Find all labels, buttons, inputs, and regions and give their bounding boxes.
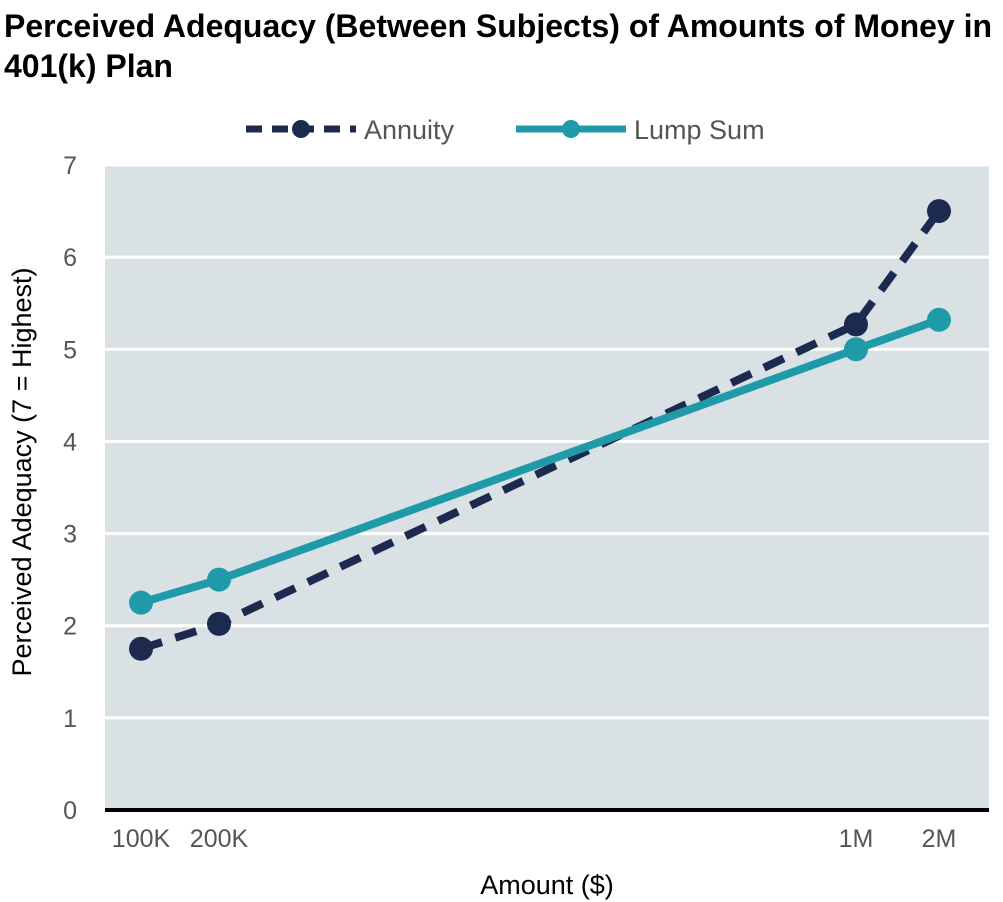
y-tick-label: 7 (63, 152, 77, 180)
y-tick-label: 2 (63, 613, 77, 641)
data-point-annuity (844, 312, 868, 337)
data-point-annuity (927, 199, 951, 224)
gridlines (105, 163, 989, 720)
x-tick-label: 100K (112, 825, 171, 853)
legend: Annuity Lump Sum (246, 115, 765, 145)
y-tick-label: 4 (63, 428, 77, 456)
series-line-lump-sum (139, 316, 941, 607)
y-axis: 0 1 2 3 4 5 6 7 (63, 152, 77, 825)
data-point-lump-sum (844, 337, 868, 362)
data-point-annuity (129, 636, 153, 661)
x-tick-label: 1M (839, 825, 874, 853)
y-tick-label: 3 (63, 521, 77, 549)
legend-label: Annuity (364, 115, 455, 145)
y-tick-label: 1 (63, 705, 77, 733)
data-point-lump-sum (129, 590, 153, 615)
data-point-annuity (207, 611, 231, 636)
x-tick-label: 200K (190, 825, 249, 853)
y-tick-label: 6 (63, 244, 77, 272)
data-point-lump-sum (207, 567, 231, 592)
legend-item-annuity: Annuity (246, 115, 455, 145)
legend-swatch-marker (562, 120, 580, 138)
legend-item-lump-sum: Lump Sum (516, 115, 765, 145)
x-axis: 100K 200K 1M 2M (112, 825, 957, 853)
chart-title: Perceived Adequacy (Between Subjects) of… (4, 8, 993, 84)
y-tick-label: 5 (63, 336, 77, 364)
plot-area (105, 165, 989, 810)
series-line-annuity (139, 208, 943, 653)
legend-swatch-marker (292, 120, 310, 138)
legend-label: Lump Sum (634, 115, 765, 145)
y-tick-label: 0 (63, 797, 77, 825)
data-point-lump-sum (927, 307, 951, 332)
series (129, 199, 951, 661)
x-axis-title: Amount ($) (480, 870, 614, 900)
y-axis-title: Perceived Adequacy (7 = Highest) (7, 268, 37, 677)
x-tick-label: 2M (922, 825, 957, 853)
